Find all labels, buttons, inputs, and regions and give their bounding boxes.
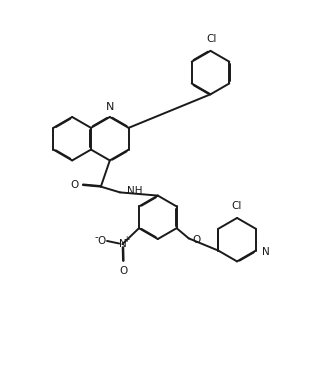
Text: O: O [193, 235, 201, 245]
Text: O: O [71, 180, 79, 190]
Text: O: O [119, 266, 127, 276]
Text: N: N [106, 102, 114, 112]
Text: N: N [118, 239, 126, 249]
Text: NH: NH [127, 186, 143, 196]
Text: Cl: Cl [232, 201, 242, 211]
Text: +: + [123, 235, 130, 244]
Text: O: O [97, 235, 105, 246]
Text: N: N [261, 247, 270, 257]
Text: Cl: Cl [206, 34, 216, 44]
Text: -: - [95, 232, 99, 242]
